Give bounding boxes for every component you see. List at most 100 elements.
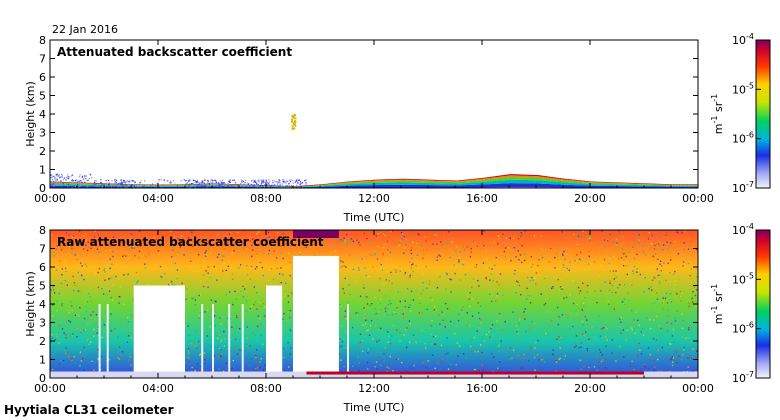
aerosol-cell [673,185,677,187]
aerosol-cell [320,185,324,186]
aerosol-cell [198,186,202,188]
noise-cell [458,257,461,259]
noise-cell [466,324,469,327]
noise-cell [458,261,460,263]
aerosol-cell [195,184,200,186]
noise-cell [543,361,546,363]
noise-cell [229,291,231,293]
noise-cell [280,267,282,269]
y-tick-label: 6 [39,71,46,84]
noise-cell [588,338,590,341]
noise-cell [360,234,362,236]
noise-cell [367,275,370,278]
aerosol-cell [409,179,413,181]
noise-cell [55,175,58,177]
noise-cell [515,291,517,294]
noise-cell [448,330,451,332]
noise-cell [380,309,382,311]
aerosol-cell [560,184,564,188]
noise-cell [138,257,140,259]
aerosol-cell [573,180,578,182]
aerosol-cell [168,184,173,186]
noise-cell [59,177,61,179]
noise-cell [382,253,384,255]
aerosol-cell [444,181,448,184]
aerosol-cell [166,185,170,186]
noise-cell [255,356,257,359]
noise-cell [208,186,210,188]
aerosol-cell [638,183,642,184]
aerosol-cell [565,182,569,185]
noise-cell [256,186,258,188]
noise-cell [288,244,290,246]
aerosol-cell [222,186,227,188]
aerosol-cell [322,186,326,188]
noise-cell [71,305,73,307]
noise-cell [412,334,415,336]
noise-cell [199,280,202,282]
aerosol-cell [457,183,461,186]
noise-cell [52,289,55,291]
noise-cell [499,360,501,363]
aerosol-cell [239,184,243,186]
aerosol-cell [652,186,656,188]
noise-cell [80,185,82,187]
aerosol-cell [463,179,467,181]
aerosol-cell [195,186,200,188]
noise-cell [249,287,251,290]
aerosol-cell [482,179,486,182]
noise-cell [209,185,212,187]
noise-cell [232,301,234,304]
aerosol-cell [193,184,197,186]
noise-cell [267,231,270,234]
noise-cell [91,360,93,362]
noise-cell [623,298,626,300]
aerosol-cell [336,184,340,187]
aerosol-cell [538,177,542,181]
noise-cell [476,362,479,365]
noise-cell [170,237,172,239]
noise-cell [357,356,359,358]
aerosol-cell [471,184,475,188]
noise-cell [221,259,224,261]
aerosol-cell [322,185,326,187]
noise-cell [432,243,434,245]
noise-cell [555,361,558,363]
noise-cell [53,175,55,178]
aerosol-cell [522,174,526,176]
noise-cell [681,232,683,234]
noise-cell [582,286,584,288]
noise-cell [185,298,187,301]
noise-cell [133,186,135,188]
noise-cell [299,183,301,186]
aerosol-cell [579,181,583,182]
aerosol-cell [368,185,372,188]
aerosol-cell [217,183,221,185]
aerosol-cell [228,184,232,186]
noise-cell [588,366,590,369]
noise-cell [229,349,232,352]
noise-cell [231,185,233,187]
noise-cell [377,233,380,235]
noise-cell [509,347,512,349]
noise-cell [628,251,631,253]
aerosol-cell [587,182,591,184]
aerosol-cell [341,182,345,184]
noise-cell [507,247,510,249]
noise-cell [639,349,641,352]
aerosol-cell [360,183,364,186]
noise-cell [440,344,443,346]
aerosol-cell [309,185,313,187]
noise-cell [68,244,71,247]
noise-cell [59,176,61,178]
noise-cell [130,184,132,186]
noise-cell [170,230,172,233]
aerosol-cell [587,181,591,182]
aerosol-cell [349,181,353,183]
noise-cell [50,177,52,179]
noise-cell [569,293,571,296]
noise-cell [167,180,169,182]
noise-cell [53,292,56,294]
noise-cell [450,363,452,366]
noise-cell [71,247,73,250]
